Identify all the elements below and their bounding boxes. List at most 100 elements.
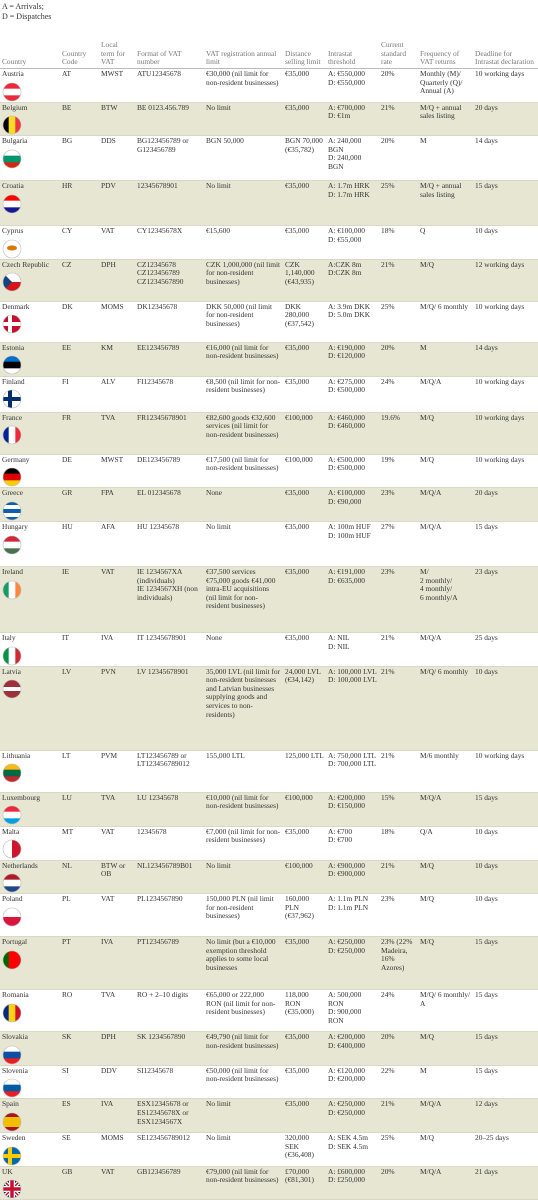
table-cell: Q/A (418, 826, 473, 861)
table-cell: PL1234567890 (135, 893, 204, 938)
flag-icon (2, 273, 22, 292)
table-cell: 14 days (473, 135, 538, 182)
table-cell: M/Q (418, 412, 473, 455)
table-cell: M/Q (418, 936, 473, 991)
table-cell: A: €700,000 D: €1m (326, 102, 379, 137)
column-header: Deadline for Intrastat declaration (473, 28, 538, 69)
table-row: Cyprus CY VAT CY12345678X €15,600 €35,000 A: €… (0, 225, 538, 260)
table-cell: DE (60, 454, 99, 489)
country-name: Cyprus (2, 226, 24, 236)
table-cell: IT (60, 632, 99, 667)
table-cell: VAT (99, 893, 135, 938)
table-cell: M/Q/A (418, 487, 473, 522)
table-cell: None (204, 632, 283, 667)
table-cell: A: €250,000 D: €250,000 (326, 936, 379, 991)
country-cell: Czech Republic (0, 259, 60, 302)
table-cell: 21% (379, 102, 418, 137)
table-cell: €10,000 (nil limit for non-resident busi… (204, 792, 283, 827)
table-cell: No limit (204, 1132, 283, 1167)
table-cell: BGN 70,000 (€35,782) (283, 135, 326, 182)
country-cell: France (0, 412, 60, 455)
table-cell: No limit (204, 180, 283, 227)
country-cell: Lithuania (0, 750, 60, 793)
table-cell: 19.6% (379, 412, 418, 455)
table-cell: 23% (379, 566, 418, 633)
table-cell: M/Q (418, 860, 473, 895)
table-cell: 10 days (473, 860, 538, 895)
table-cell: €50,000 (nil limit for non-resident busi… (204, 1065, 283, 1100)
table-row: Netherlands NL BTW or OB NL123456789B01 No l… (0, 860, 538, 895)
table-cell: ATU12345678 (135, 68, 204, 103)
table-cell: DE123456789 (135, 454, 204, 489)
table-cell: A:CZK 8m D:CZK 8m (326, 259, 379, 302)
table-cell: 15 days (473, 792, 538, 827)
table-cell: RO (60, 989, 99, 1033)
table-cell: €8,500 (nil limit for non-resident busin… (204, 376, 283, 413)
table-cell: KM (99, 342, 135, 377)
flag-icon (2, 580, 22, 599)
table-cell: CY (60, 225, 99, 260)
table-cell: LT123456789 or LT123456789012 (135, 750, 204, 793)
table-cell: €35,000 (283, 936, 326, 991)
column-header: Local term for VAT (99, 28, 135, 69)
table-cell: €17,500 (nil limit for non-resident busi… (204, 454, 283, 489)
table-cell: M/Q/ 6 monthly (418, 301, 473, 343)
table-cell: M/Q (418, 454, 473, 489)
table-cell: M/Q (418, 1031, 473, 1066)
table-cell: €35,000 (283, 566, 326, 633)
table-cell: 21% (379, 259, 418, 302)
table-cell: 25% (379, 301, 418, 343)
country-cell: UK (0, 1166, 60, 1200)
country-cell: Hungary (0, 521, 60, 567)
flag-icon (2, 501, 22, 521)
table-cell: 320,000 SEK (€36,408) (283, 1132, 326, 1167)
table-cell: M/Q + annual sales listing (418, 102, 473, 137)
column-header: Frequency of VAT returns (418, 28, 473, 69)
table-cell: 150,000 PLN (nil limit for non-resident … (204, 893, 283, 938)
table-cell: M/Q/A (418, 376, 473, 413)
table-cell: CZ (60, 259, 99, 302)
table-cell: FPA (99, 487, 135, 522)
country-name: Finland (2, 376, 25, 386)
country-name: Slovakia (2, 1032, 28, 1042)
country-name: Germany (2, 454, 30, 464)
country-cell: Slovakia (0, 1031, 60, 1066)
table-cell: €35,000 (283, 632, 326, 667)
flag-icon (2, 149, 22, 169)
table-cell: Q (418, 225, 473, 260)
table-cell: M/Q/ 6 monthly (418, 666, 473, 751)
note: D = Dispatches (2, 12, 52, 21)
table-cell: 24,000 LVL (€34,142) (283, 666, 326, 751)
table-cell: CY12345678X (135, 225, 204, 260)
table-row: Croatia HR PDV 12345678901 No limit €35,000 A:… (0, 180, 538, 227)
table-cell: BG (60, 135, 99, 182)
table-cell: GB (60, 1166, 99, 1200)
country-name: Greece (2, 488, 23, 498)
country-cell: Spain (0, 1098, 60, 1133)
country-cell: Netherlands (0, 860, 60, 895)
table-cell: NL123456789B01 (135, 860, 204, 895)
table-cell: 10 days (473, 893, 538, 938)
column-header: Intrastat threshold (326, 28, 379, 69)
table-cell: TVA (99, 792, 135, 827)
flag-icon (2, 1112, 22, 1132)
country-name: Luxembourg (2, 792, 41, 802)
table-cell: DKK 50,000 (nil limit for non-resident b… (204, 301, 283, 343)
table-cell: 24% (379, 989, 418, 1033)
country-name: Poland (2, 894, 23, 904)
table-cell: A: 240,000 BGN D: 240,000 BGN (326, 135, 379, 182)
country-name: Ireland (2, 566, 23, 576)
table-cell: 25% (379, 1132, 418, 1167)
table-row: Portugal PT IVA PT123456789 No limit (but a … (0, 936, 538, 991)
table-cell: A: €100,000 D: €55,000 (326, 225, 379, 260)
country-cell: Denmark (0, 301, 60, 343)
table-row: Hungary HU AFA HU 12345678 No limit €35,000 A:… (0, 521, 538, 567)
table-cell: A: NIL D: NIL (326, 632, 379, 667)
table-cell: DPH (99, 1031, 135, 1066)
table-cell: M/Q (418, 1132, 473, 1167)
table-cell: ESX12345678 or ES12345678X or ESX1234567… (135, 1098, 204, 1133)
table-cell: 23 days (473, 566, 538, 633)
table-cell: €35,000 (283, 826, 326, 861)
table-cell: €35,000 (283, 180, 326, 227)
table-cell: 19% (379, 454, 418, 489)
